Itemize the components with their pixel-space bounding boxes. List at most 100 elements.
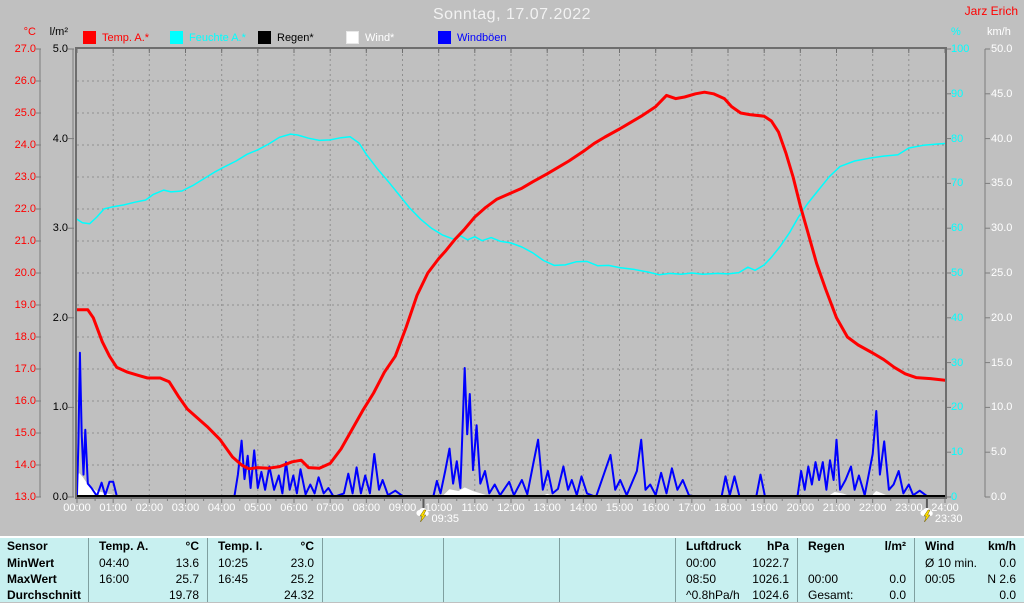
table-cell-value [551, 555, 559, 571]
legend-label: Regen* [277, 31, 314, 44]
humidity-axis-label: 30 [951, 356, 964, 369]
legend-item: Regen* [258, 31, 314, 44]
rain-axis-label: 1.0 [52, 401, 68, 414]
temp-axis-label: 13.0 [14, 491, 36, 503]
table-header-row [323, 538, 443, 555]
table-cell-value: 19.78 [168, 588, 199, 602]
table-cell-time: 16:00 [99, 572, 130, 586]
chart-legend: Temp. A.* Feuchte A.* Regen* Wind* Windböen [0, 31, 1024, 45]
x-axis-label: 21:00 [822, 502, 851, 514]
x-axis-label: 14:00 [569, 502, 598, 514]
humidity-axis-unit: % [951, 26, 961, 38]
table-row-label-text: Sensor [7, 539, 48, 553]
table-column-header: Wind [925, 539, 955, 553]
table-cell-value: 23.0 [290, 556, 314, 570]
table-header-row: Temp. A. °C [89, 538, 207, 555]
table-row: 19.78 [89, 587, 207, 603]
table-column-header [560, 538, 570, 555]
table-row [444, 571, 559, 587]
wind-axis-label: 25.0 [991, 267, 1013, 279]
table-column-unit [551, 538, 559, 555]
table-column-header: Temp. I. [218, 539, 263, 553]
table-cell-time: 08:50 [686, 572, 717, 586]
humidity-axis-label: 70 [951, 177, 964, 190]
temp-axis-unit: °C [23, 26, 36, 38]
table-cell-value: 13.6 [175, 556, 199, 570]
legend-label: Feuchte A.* [189, 31, 246, 44]
wind-axis-label: 15.0 [991, 356, 1013, 369]
table-cell-time [560, 571, 570, 587]
table-row [323, 571, 443, 587]
table-row-label: MaxWert [0, 571, 88, 587]
table-cell-time: ^0.8hPa/h [686, 588, 740, 602]
table-header-row: Regen l/m² [798, 538, 914, 555]
table-cell-value: 1024.6 [752, 588, 789, 602]
x-axis-label: 23:00 [895, 502, 923, 514]
table-cell-value: 1026.1 [752, 572, 789, 586]
humidity-axis-label: 40 [951, 311, 964, 324]
temp-axis-label: 26.0 [14, 75, 36, 87]
wind-axis-label: 5.0 [991, 446, 1007, 459]
table-row-label: MinWert [0, 555, 88, 571]
table-cell-value: 0.0 [999, 556, 1016, 570]
humidity-axis-label: 100 [951, 43, 970, 55]
storm-icon [919, 507, 935, 527]
table-cell-time [323, 555, 333, 571]
x-axis-label: 05:00 [244, 502, 272, 514]
table-cell-value [906, 555, 914, 571]
stats-table: Sensor MinWert MaxWert Durchschnitt Temp. A.… [0, 536, 1024, 602]
table-cell-time [444, 571, 454, 587]
table-row [444, 587, 559, 603]
table-column-unit: km/h [987, 539, 1016, 553]
table-cell-value [667, 571, 675, 587]
table-cell-time [560, 587, 570, 603]
table-cell-time [444, 555, 454, 571]
table-cell-time [89, 587, 99, 603]
x-axis-label: 13:00 [533, 502, 561, 514]
table-column: Luftdruck hPa 00:00 1022.7 08:50 1026.1 ^0.8hP… [675, 538, 797, 602]
wind-axis-label: 10.0 [991, 401, 1013, 414]
x-axis-label: 10:00 [424, 502, 453, 514]
chart-canvas [75, 49, 947, 498]
x-axis-label: 20:00 [786, 502, 815, 514]
temp-axis-label: 24.0 [14, 139, 36, 151]
temp-axis-label: 17.0 [14, 363, 36, 375]
table-cell-value: 25.7 [175, 572, 199, 586]
table-row [323, 587, 443, 603]
table-row: ^0.8hPa/h 1024.6 [676, 587, 797, 603]
temp-axis-label: 15.0 [14, 427, 36, 439]
table-row-labels: Sensor MinWert MaxWert Durchschnitt [0, 538, 88, 602]
table-row-label-text: MaxWert [7, 572, 57, 586]
temp-axis-label: 16.0 [14, 395, 36, 407]
table-cell-value: 0.0 [889, 572, 906, 586]
table-column [559, 538, 675, 602]
storm-icon [415, 507, 431, 527]
legend-swatch-icon [83, 31, 96, 44]
table-column-unit: °C [300, 539, 314, 553]
rain-axis-label: 4.0 [52, 132, 68, 145]
table-cell-time: 00:05 [925, 572, 956, 586]
rain-axis-label: 2.0 [52, 311, 68, 324]
table-column-header: Luftdruck [686, 539, 742, 553]
x-axis-label: 12:00 [497, 502, 525, 514]
table-cell-value [435, 571, 443, 587]
table-header-row: Luftdruck hPa [676, 538, 797, 555]
station-name: Jarz Erich [964, 4, 1018, 18]
humidity-axis-label: 0 [951, 491, 958, 503]
table-cell-time: 00:00 [808, 572, 839, 586]
wind-axis-unit: km/h [987, 26, 1011, 38]
legend-item: Wind* [346, 31, 394, 44]
x-axis-label: 00:00 [63, 502, 91, 514]
table-row: Ø 10 min. 0.0 [915, 555, 1024, 571]
x-axis-label: 09:00 [388, 502, 417, 514]
x-axis-label: 24:00 [931, 502, 959, 514]
table-row [444, 555, 559, 571]
wind-axis-label: 45.0 [991, 87, 1013, 100]
table-row-label-text: MinWert [7, 556, 55, 570]
wind-axis-label: 40.0 [991, 132, 1013, 145]
legend-swatch-icon [438, 31, 451, 44]
x-axis-label: 02:00 [135, 502, 164, 514]
wind-axis-label: 35.0 [991, 177, 1013, 190]
table-row: 24.32 [208, 587, 322, 603]
table-column-header [323, 538, 333, 555]
